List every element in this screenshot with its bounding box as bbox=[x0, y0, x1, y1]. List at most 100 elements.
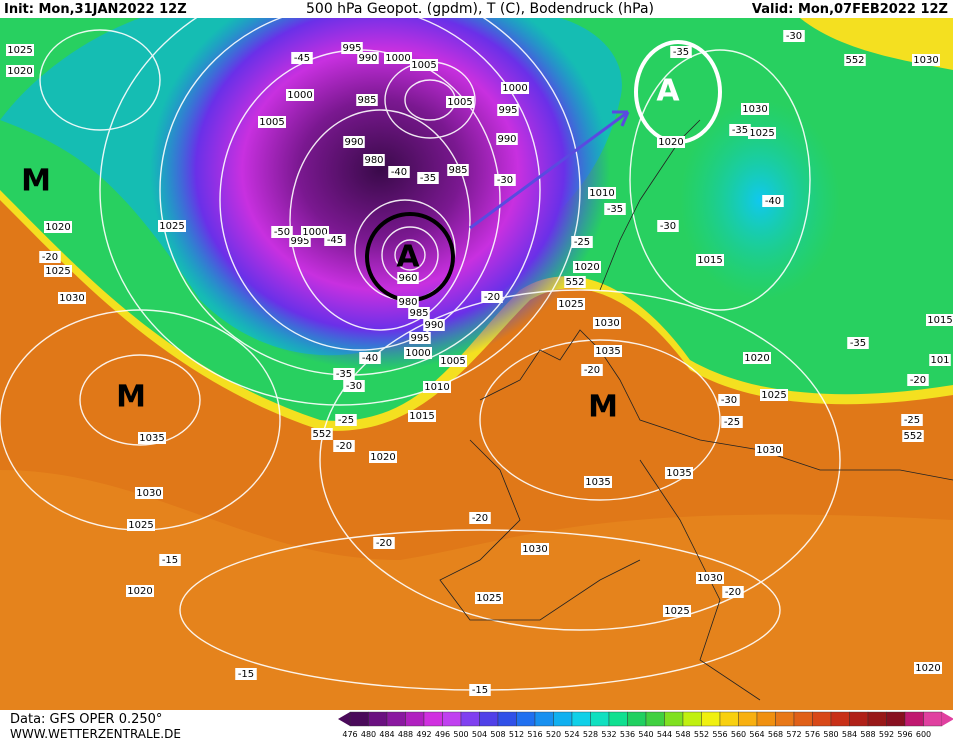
label-box bbox=[373, 537, 395, 549]
map-label: -35 bbox=[850, 338, 866, 349]
map-label: 1025 bbox=[558, 299, 583, 310]
map-label: 1025 bbox=[749, 128, 774, 139]
map-label: 1035 bbox=[585, 477, 610, 488]
label-box bbox=[663, 605, 691, 617]
map-label: 1005 bbox=[411, 60, 436, 71]
colorbar-label: 500 bbox=[453, 730, 468, 739]
colorbar-label: 588 bbox=[860, 730, 875, 739]
colorbar-label: 476 bbox=[342, 730, 357, 739]
label-box bbox=[126, 585, 154, 597]
map-label: 980 bbox=[398, 297, 417, 308]
label-box bbox=[588, 187, 616, 199]
label-box bbox=[397, 296, 419, 308]
map-label: -20 bbox=[484, 292, 500, 303]
map-label: 995 bbox=[410, 333, 429, 344]
map-label: 1020 bbox=[658, 137, 683, 148]
map-label: 1020 bbox=[7, 66, 32, 77]
label-box bbox=[356, 94, 378, 106]
label-box bbox=[722, 586, 744, 598]
colorbar: 476 480 484 488 492 496 500 504 508 512 516 520 524 5… bbox=[338, 711, 953, 739]
colorbar-cell bbox=[423, 711, 443, 727]
label-box bbox=[496, 133, 518, 145]
map-label: -40 bbox=[765, 196, 781, 207]
label-box bbox=[388, 166, 410, 178]
label-box bbox=[58, 292, 86, 304]
colorbar-label: 572 bbox=[786, 730, 801, 739]
map-label: 1010 bbox=[589, 188, 614, 199]
label-box bbox=[359, 352, 381, 364]
map-label: 1025 bbox=[128, 520, 153, 531]
label-box bbox=[286, 89, 314, 101]
map-label: 1030 bbox=[913, 55, 938, 66]
map-label: 1025 bbox=[664, 606, 689, 617]
pressure-symbol: M bbox=[588, 390, 618, 425]
map-label: -20 bbox=[725, 587, 741, 598]
map-label: -15 bbox=[162, 555, 178, 566]
pressure-symbol: A bbox=[396, 240, 420, 275]
label-box bbox=[6, 44, 34, 56]
header-bar bbox=[0, 0, 953, 18]
map-label: 990 bbox=[358, 53, 377, 64]
label-box bbox=[423, 319, 445, 331]
colorbar-cell bbox=[386, 711, 406, 727]
colorbar-cell bbox=[571, 711, 591, 727]
label-box bbox=[39, 251, 61, 263]
colorbar-cell bbox=[775, 711, 795, 727]
label-box bbox=[657, 136, 685, 148]
label-box bbox=[521, 543, 549, 555]
label-box bbox=[755, 444, 783, 456]
colorbar-cell bbox=[849, 711, 869, 727]
colorbar-label: 564 bbox=[749, 730, 764, 739]
label-box bbox=[783, 30, 805, 42]
map-label: -35 bbox=[732, 125, 748, 136]
colorbar-label: 508 bbox=[490, 730, 505, 739]
map-label: 1000 bbox=[287, 90, 312, 101]
symbol-layer: M M M A A bbox=[21, 74, 680, 425]
colorbar-label: 560 bbox=[731, 730, 746, 739]
label-box bbox=[494, 174, 516, 186]
colorbar-label: 492 bbox=[416, 730, 431, 739]
colorbar-label: 528 bbox=[583, 730, 598, 739]
label-box bbox=[363, 154, 385, 166]
map-label: 1020 bbox=[45, 222, 70, 233]
colorbar-cell bbox=[608, 711, 628, 727]
map-label: 985 bbox=[409, 308, 428, 319]
label-box bbox=[384, 52, 412, 64]
map-label: 552 bbox=[903, 431, 922, 442]
map-label: -30 bbox=[346, 381, 362, 392]
label-box bbox=[408, 307, 430, 319]
label-box bbox=[481, 291, 503, 303]
header-title: 500 hPa Geopot. (gpdm), T (C), Bodendruc… bbox=[306, 1, 654, 17]
map-label: -25 bbox=[724, 417, 740, 428]
label-box bbox=[721, 416, 743, 428]
label-box bbox=[44, 265, 72, 277]
pressure-symbol: M bbox=[21, 164, 51, 199]
footer-site: WWW.WETTERZENTRALE.DE bbox=[10, 727, 181, 741]
colorbar-label: 516 bbox=[527, 730, 542, 739]
label-box bbox=[333, 368, 355, 380]
map-label: 995 bbox=[290, 236, 309, 247]
map-label: 1015 bbox=[697, 255, 722, 266]
map-label: 985 bbox=[448, 165, 467, 176]
map-label: 1025 bbox=[7, 45, 32, 56]
init-text: Init: Mon,31JAN2022 12Z bbox=[4, 2, 187, 17]
colorbar-cell bbox=[553, 711, 573, 727]
label-box bbox=[311, 428, 333, 440]
label-box bbox=[844, 54, 866, 66]
map-label: 1025 bbox=[159, 221, 184, 232]
label-box bbox=[657, 220, 679, 232]
map-label: -20 bbox=[336, 441, 352, 452]
colorbar-label: 524 bbox=[564, 730, 579, 739]
map-label: 980 bbox=[364, 155, 383, 166]
map-label: -35 bbox=[673, 47, 689, 58]
map-label: 1000 bbox=[302, 227, 327, 238]
colorbar-cell bbox=[516, 711, 536, 727]
map-label: 1035 bbox=[595, 346, 620, 357]
colorbar-label: 512 bbox=[509, 730, 524, 739]
colorbar-cell bbox=[738, 711, 758, 727]
colorbar-cell bbox=[830, 711, 850, 727]
colorbar-label: 520 bbox=[546, 730, 561, 739]
label-box bbox=[343, 136, 365, 148]
label-box bbox=[44, 221, 72, 233]
label-box bbox=[501, 82, 529, 94]
